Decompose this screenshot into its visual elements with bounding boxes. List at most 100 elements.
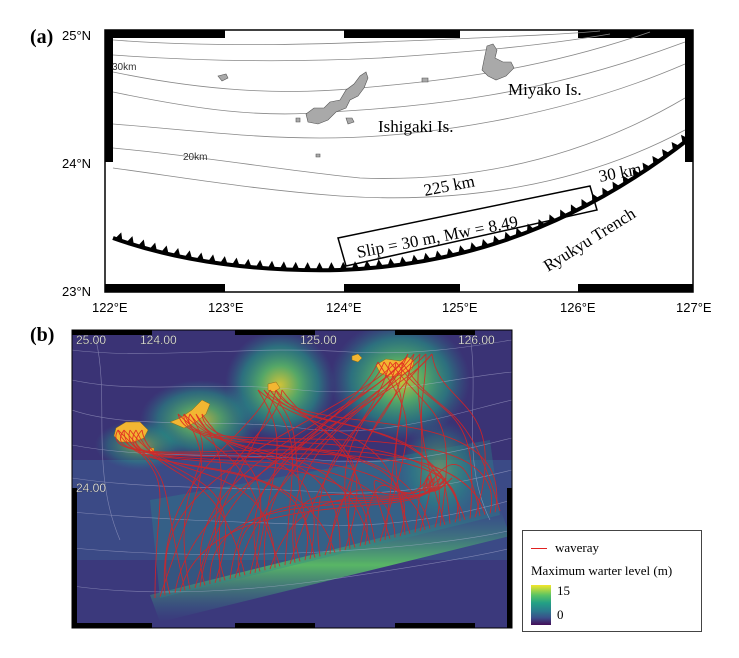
wave-ray — [128, 429, 368, 546]
islands — [217, 43, 515, 158]
wave-ray — [123, 429, 336, 553]
lon-label-122: 122°E — [92, 300, 128, 315]
trench-tooth — [243, 258, 252, 268]
trench-tooth — [160, 245, 169, 255]
trench-teeth — [114, 134, 690, 271]
b-label-125: 125.00 — [300, 333, 337, 347]
fault-rectangle — [337, 185, 598, 267]
trench-tooth — [481, 238, 490, 248]
wave-ray — [414, 353, 423, 533]
wave-ray — [384, 353, 415, 541]
location-map: 30km 20km Miyako Is. Ishigaki Is. 225 km… — [62, 28, 712, 315]
wave-ray — [281, 389, 376, 543]
wave-ray — [179, 477, 431, 592]
wave-ray — [289, 361, 391, 565]
trench-tooth — [196, 252, 204, 262]
trench-tooth — [681, 134, 690, 144]
lon-label-124: 124°E — [326, 300, 362, 315]
colorbar — [531, 585, 551, 625]
wave-ray — [177, 413, 431, 529]
wave-ray — [421, 353, 446, 526]
wave-ray — [431, 353, 486, 518]
wave-ray — [253, 361, 385, 572]
wave-ray — [174, 353, 433, 594]
wave-ray — [123, 429, 186, 591]
trench-tooth — [411, 254, 420, 264]
wave-ray — [426, 469, 453, 524]
trench-tooth — [114, 232, 123, 242]
bathymetry-contours — [72, 334, 512, 593]
trench-tooth — [515, 227, 524, 237]
lat-label-25: 25°N — [62, 28, 91, 43]
lat-label-23: 23°N — [62, 284, 91, 299]
trench-tooth — [231, 257, 240, 266]
legend: waveray Maximum warter level (m) 15 0 — [522, 530, 702, 632]
wave-ray — [383, 361, 411, 534]
wave-ray — [135, 429, 246, 576]
wave-ray — [269, 477, 447, 570]
wave-ray — [165, 361, 397, 595]
wave-ray — [237, 477, 441, 577]
wave-ray — [395, 361, 473, 519]
wave-ray — [275, 389, 498, 513]
wave-ray — [419, 474, 447, 532]
wave-ray — [117, 429, 308, 561]
b-label-25: 25.00 — [76, 333, 106, 347]
trench-tooth — [612, 181, 621, 191]
trench-tooth — [126, 236, 134, 245]
trench-tooth — [642, 162, 651, 172]
b-label-124: 124.00 — [140, 333, 177, 347]
panel-b-islands — [113, 353, 415, 453]
wave-ray — [263, 389, 440, 528]
trench-tooth — [591, 193, 600, 203]
lon-label-123: 123°E — [208, 300, 244, 315]
lon-label-125: 125°E — [442, 300, 478, 315]
wave-ray — [141, 429, 276, 568]
wave-ray — [189, 413, 341, 552]
trench-tooth — [469, 242, 478, 251]
wave-ray — [183, 413, 203, 590]
trench-tooth — [622, 175, 631, 185]
wave-ray — [234, 353, 415, 578]
map-border-ticks — [105, 30, 693, 292]
trench-tooth — [549, 214, 557, 224]
wave-ray — [195, 413, 222, 582]
trench-tooth — [387, 258, 396, 267]
miyako-label: Miyako Is. — [508, 80, 582, 99]
b-label-24: 24.00 — [76, 481, 106, 495]
trench-tooth — [434, 250, 443, 260]
wave-ray — [292, 353, 427, 563]
wave-ray — [120, 429, 486, 515]
panel-a-label: (a) — [30, 26, 54, 48]
wave-ray — [117, 429, 161, 599]
wave-ray — [159, 413, 202, 597]
wave-ray — [199, 353, 409, 586]
wave-ray — [177, 413, 281, 567]
trench-tooth — [279, 261, 288, 270]
trench-tooth — [327, 262, 336, 271]
trench-tooth — [375, 259, 384, 268]
wave-ray — [317, 361, 397, 557]
trench-tooth — [137, 239, 146, 249]
trench-tooth — [149, 242, 158, 252]
wave-ray — [401, 361, 501, 512]
wave-ray — [263, 389, 293, 566]
wave-ray — [377, 361, 408, 542]
trench-tooth — [581, 198, 589, 208]
wave-ray — [201, 413, 262, 575]
wave-ray — [115, 429, 459, 523]
contour-label-20km: 20km — [183, 152, 207, 163]
trench-tooth — [504, 231, 512, 241]
wave-ray — [389, 361, 447, 527]
wave-ray — [209, 477, 435, 585]
map-a-axis-labels: 122°E 123°E 124°E 125°E 126°E 127°E 25°N… — [62, 28, 712, 315]
trench-tooth — [363, 260, 372, 269]
wave-ray — [294, 477, 453, 562]
wave-rays — [115, 353, 501, 599]
miyako-island — [481, 43, 515, 81]
trench-tooth — [267, 260, 276, 269]
colorbar-title: Maximum warter level (m) — [531, 563, 673, 578]
trench-tooth — [671, 142, 680, 151]
trench-tooth — [458, 245, 466, 254]
trench-tooth — [492, 235, 501, 245]
